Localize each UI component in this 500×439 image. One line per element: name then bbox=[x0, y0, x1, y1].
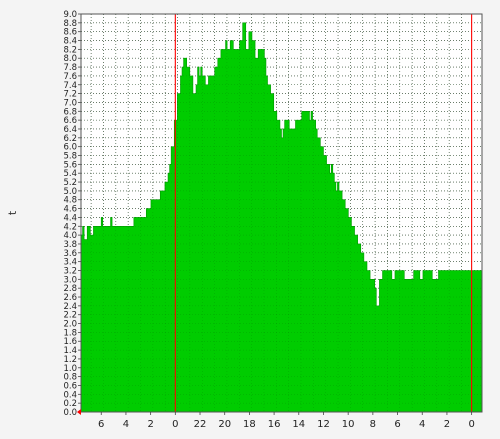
x-tick-label: 18 bbox=[243, 419, 256, 430]
y-tick-label: 5.4 bbox=[63, 169, 77, 179]
y-tick-label: 2.8 bbox=[63, 284, 77, 294]
y-tick-label: 4.0 bbox=[63, 231, 77, 241]
y-tick-label: 3.4 bbox=[63, 258, 77, 268]
y-tick-label: 7.4 bbox=[63, 81, 77, 91]
y-tick-label: 1.8 bbox=[63, 328, 77, 338]
y-tick-label: 3.8 bbox=[63, 240, 77, 250]
y-tick-label: 3.2 bbox=[63, 266, 77, 276]
x-tick-label: 20 bbox=[218, 419, 231, 430]
y-tick-label: 3.6 bbox=[63, 249, 77, 259]
y-tick-label: 7.8 bbox=[63, 63, 77, 73]
y-tick-label: 7.6 bbox=[63, 72, 77, 82]
y-tick-label: 0.0 bbox=[63, 408, 77, 418]
y-tick-label: 0.8 bbox=[63, 373, 77, 383]
y-tick-label: 8.6 bbox=[63, 28, 77, 38]
x-tick-label: 16 bbox=[268, 419, 281, 430]
y-tick-label: 0.2 bbox=[63, 399, 77, 409]
series-area bbox=[80, 22, 483, 413]
y-tick-label: 5.6 bbox=[63, 160, 77, 170]
axis-layer: 0.00.20.40.60.81.01.21.41.61.82.02.22.42… bbox=[63, 10, 483, 430]
x-tick-label: 2 bbox=[444, 419, 450, 430]
y-tick-label: 1.6 bbox=[63, 337, 77, 347]
x-tick-label: 6 bbox=[98, 419, 104, 430]
x-tick-label: 8 bbox=[370, 419, 376, 430]
x-tick-label: 12 bbox=[317, 419, 330, 430]
y-tick-label: 1.2 bbox=[63, 355, 77, 365]
area-layer bbox=[80, 22, 483, 413]
y-tick-label: 8.0 bbox=[63, 54, 77, 64]
y-tick-label: 7.2 bbox=[63, 90, 77, 100]
y-tick-label: 9.0 bbox=[63, 10, 77, 20]
y-tick-label: 5.8 bbox=[63, 152, 77, 162]
overlay-layer bbox=[81, 14, 482, 412]
y-tick-label: 3.0 bbox=[63, 275, 77, 285]
y-tick-label: 0.6 bbox=[63, 381, 77, 391]
y-tick-label: 4.2 bbox=[63, 222, 77, 232]
y-tick-label: 0.4 bbox=[63, 390, 77, 400]
y-tick-label: 4.6 bbox=[63, 205, 77, 215]
y-tick-label: 8.4 bbox=[63, 37, 77, 47]
origin-marker bbox=[77, 409, 81, 415]
y-tick-label: 4.4 bbox=[63, 213, 77, 223]
y-tick-label: 5.2 bbox=[63, 178, 77, 188]
y-tick-label: 5.0 bbox=[63, 187, 77, 197]
y-tick-label: 2.2 bbox=[63, 311, 77, 321]
y-tick-label: 6.8 bbox=[63, 107, 77, 117]
x-tick-label: 6 bbox=[394, 419, 400, 430]
y-tick-label: 6.2 bbox=[63, 134, 77, 144]
y-tick-label: 1.4 bbox=[63, 346, 77, 356]
plot-frame bbox=[80, 13, 483, 413]
x-tick-label: 2 bbox=[147, 419, 153, 430]
x-tick-label: 14 bbox=[292, 419, 305, 430]
x-tick-label: 0 bbox=[172, 419, 178, 430]
x-tick-label: 4 bbox=[419, 419, 425, 430]
y-tick-label: 4.8 bbox=[63, 196, 77, 206]
y-tick-label: 8.2 bbox=[63, 45, 77, 55]
y-tick-label: 7.0 bbox=[63, 98, 77, 108]
x-tick-label: 10 bbox=[342, 419, 355, 430]
y-tick-label: 1.0 bbox=[63, 364, 77, 374]
y-tick-label: 8.8 bbox=[63, 19, 77, 29]
x-tick-label: 0 bbox=[468, 419, 474, 430]
y-tick-label: 6.0 bbox=[63, 143, 77, 153]
x-tick-label: 4 bbox=[123, 419, 129, 430]
y-axis-title: t bbox=[6, 210, 19, 215]
y-tick-label: 6.4 bbox=[63, 125, 77, 135]
y-tick-label: 2.0 bbox=[63, 320, 77, 330]
y-tick-label: 2.6 bbox=[63, 293, 77, 303]
y-tick-label: 6.6 bbox=[63, 116, 77, 126]
x-tick-label: 22 bbox=[194, 419, 207, 430]
y-tick-label: 2.4 bbox=[63, 302, 77, 312]
